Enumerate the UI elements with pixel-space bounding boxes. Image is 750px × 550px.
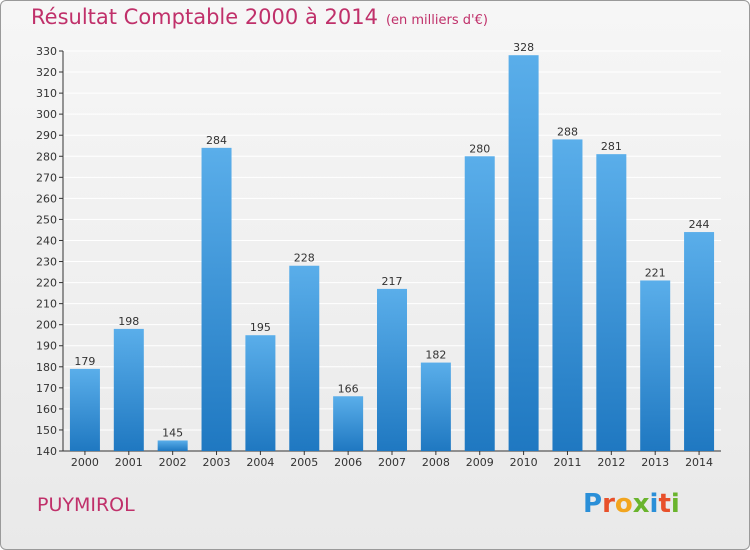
x-tick-label: 2000 (71, 456, 99, 469)
y-tick-label: 260 (36, 192, 57, 205)
x-tick-label: 2005 (290, 456, 318, 469)
y-tick-label: 160 (36, 403, 57, 416)
bar (157, 440, 188, 451)
data-label: 228 (294, 252, 315, 265)
bar (420, 362, 451, 451)
x-tick-label: 2014 (685, 456, 713, 469)
data-label: 166 (338, 382, 359, 395)
x-tick-label: 2013 (641, 456, 669, 469)
bar (245, 335, 276, 451)
commune-name: PUYMIROL (37, 494, 135, 516)
logo-letter: t (658, 489, 671, 519)
data-label: 328 (513, 41, 534, 54)
x-tick-label: 2004 (246, 456, 274, 469)
y-tick-label: 320 (36, 66, 57, 79)
bar (640, 280, 671, 451)
bar (69, 368, 100, 451)
bar (596, 154, 627, 451)
bars (69, 55, 715, 452)
logo-letter: x (632, 489, 650, 519)
bar (552, 139, 583, 451)
data-label: 195 (250, 321, 271, 334)
data-label: 221 (645, 266, 666, 279)
data-label: 281 (601, 140, 622, 153)
y-tick-label: 290 (36, 129, 57, 142)
x-tick-label: 2003 (203, 456, 231, 469)
y-tick-label: 170 (36, 382, 57, 395)
x-tick-label: 2007 (378, 456, 406, 469)
y-tick-label: 180 (36, 361, 57, 374)
y-tick-label: 190 (36, 340, 57, 353)
data-label: 217 (382, 275, 403, 288)
bar (289, 265, 320, 451)
y-tick-label: 240 (36, 234, 57, 247)
x-tick-label: 2001 (115, 456, 143, 469)
y-tick-label: 200 (36, 319, 57, 332)
y-tick-label: 250 (36, 213, 57, 226)
chart-subtitle: (en milliers d'€) (385, 13, 488, 28)
y-tick-label: 140 (36, 445, 57, 458)
logo-letter: i (670, 489, 680, 519)
data-label: 244 (689, 218, 710, 231)
bar (684, 232, 715, 451)
bar (113, 328, 144, 451)
logo-letter: r (602, 489, 615, 519)
x-tick-label: 2008 (422, 456, 450, 469)
title-text: Résultat Comptable 2000 à 2014 (31, 5, 378, 29)
x-tick-label: 2010 (510, 456, 538, 469)
x-tick-label: 2011 (553, 456, 581, 469)
x-tick-label: 2002 (159, 456, 187, 469)
x-tick-label: 2006 (334, 456, 362, 469)
data-label: 280 (469, 142, 490, 155)
bar (464, 156, 495, 451)
bar (508, 55, 539, 452)
y-tick-label: 210 (36, 298, 57, 311)
x-tick-label: 2009 (466, 456, 494, 469)
y-tick-label: 310 (36, 87, 57, 100)
y-tick-label: 230 (36, 256, 57, 269)
data-label: 284 (206, 134, 227, 147)
data-label: 198 (118, 315, 139, 328)
y-tick-label: 220 (36, 277, 57, 290)
chart-title: Résultat Comptable 2000 à 2014 (en millie… (31, 5, 488, 29)
y-tick-label: 270 (36, 171, 57, 184)
bar (201, 147, 232, 451)
logo-letter: P (583, 489, 603, 519)
y-tick-label: 280 (36, 150, 57, 163)
y-tick-label: 150 (36, 424, 57, 437)
data-label: 179 (74, 355, 95, 368)
data-label: 145 (162, 426, 183, 439)
y-tick-label: 330 (36, 45, 57, 58)
logo-letter: o (614, 489, 633, 519)
labels: 140 150 160 170 180 190 200 210 220 230 240 250 260 2… (36, 41, 713, 469)
y-tick-label: 300 (36, 108, 57, 121)
data-label: 182 (425, 349, 446, 362)
bar (377, 288, 407, 451)
proxiti-logo: Proxiti (583, 489, 680, 519)
logo-letter: i (649, 489, 659, 519)
data-label: 288 (557, 125, 578, 138)
bar (333, 396, 364, 451)
x-tick-label: 2012 (597, 456, 625, 469)
